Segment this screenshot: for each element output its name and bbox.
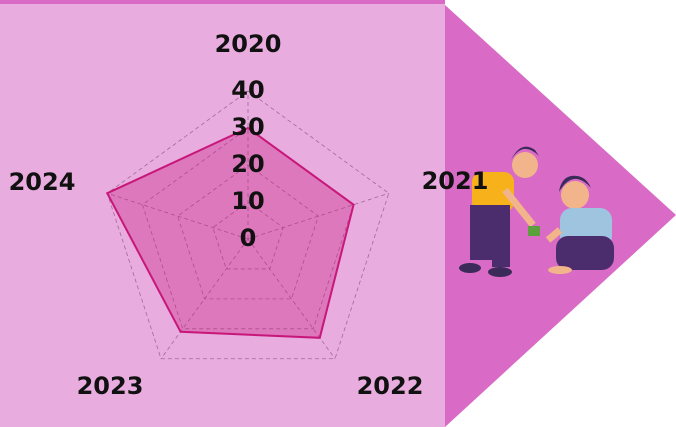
tick-label: 0 bbox=[240, 224, 257, 252]
top-strip bbox=[0, 0, 445, 4]
grid-line bbox=[212, 201, 284, 270]
category-label: 2020 bbox=[215, 30, 282, 58]
spoke bbox=[160, 238, 249, 359]
category-label: 2023 bbox=[77, 372, 144, 400]
spoke bbox=[107, 192, 249, 240]
arrow-shape bbox=[445, 5, 676, 427]
category-label: 2024 bbox=[9, 168, 76, 196]
category-label: 2022 bbox=[357, 372, 424, 400]
grid-line bbox=[106, 90, 390, 360]
spoke bbox=[247, 238, 336, 359]
grid-line bbox=[177, 164, 319, 300]
data-area bbox=[105, 126, 355, 339]
tick-label: 40 bbox=[231, 76, 264, 104]
tick-label: 30 bbox=[231, 113, 264, 141]
tick-label: 10 bbox=[231, 187, 264, 215]
category-label: 2021 bbox=[422, 167, 489, 195]
panel bbox=[0, 0, 445, 427]
spoke bbox=[247, 192, 389, 240]
tick-label: 20 bbox=[231, 150, 264, 178]
illustration bbox=[459, 146, 614, 277]
